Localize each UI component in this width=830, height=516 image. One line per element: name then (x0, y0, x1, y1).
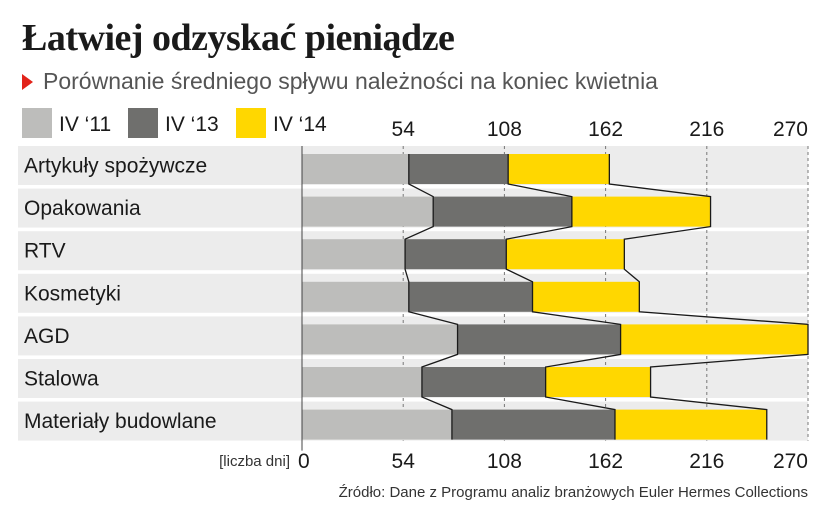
legend-label: IV ‘13 (165, 113, 219, 136)
bar-segment (506, 239, 625, 270)
legend-swatch (128, 108, 158, 138)
legend-label: IV ‘14 (273, 113, 327, 136)
tick-label-top: 216 (689, 118, 724, 141)
tick-label-bottom: 0 (298, 450, 310, 473)
triangle-marker-icon (22, 73, 33, 90)
category-label: Stalowa (24, 368, 99, 391)
source-note: Źródło: Dane z Programu analiz branżowyc… (338, 484, 808, 501)
bar-segment (508, 154, 610, 184)
legend-swatch (22, 108, 52, 138)
bar-segment (408, 154, 509, 184)
tick-label-top: 270 (773, 118, 808, 141)
bar-segment (571, 196, 711, 227)
series-connector (608, 154, 809, 440)
legend-label: IV ‘11 (59, 113, 111, 136)
category-label: Materiały budowlane (24, 410, 217, 433)
tick-label-bottom: 270 (773, 450, 808, 473)
tick-label-bottom: 54 (392, 450, 416, 473)
tick-label-bottom: 216 (689, 450, 724, 473)
bar-segment (421, 367, 546, 397)
bar-segment (457, 324, 621, 355)
tick-label-top: 108 (487, 118, 522, 141)
bar-segment (302, 196, 434, 227)
subtitle-text: Porównanie średniego spływu należności n… (43, 68, 658, 94)
bar-segment (302, 281, 409, 312)
bar-segment (405, 239, 507, 270)
tick-label-top: 162 (588, 118, 623, 141)
category-label: Artykuły spożywcze (24, 155, 207, 178)
bar-segment (451, 409, 615, 440)
bar-segment (614, 409, 767, 440)
bar-segment (302, 239, 406, 270)
bar-segment (302, 367, 422, 397)
series-connector (505, 154, 622, 440)
category-label: AGD (24, 325, 70, 348)
category-label: Kosmetyki (24, 282, 121, 305)
bar-segment (408, 281, 533, 312)
bar-segment (302, 324, 458, 355)
bar-segment (620, 324, 808, 355)
tick-label-bottom: 162 (588, 450, 623, 473)
category-label: Opakowania (24, 197, 141, 220)
bar-segment (532, 281, 640, 312)
bar-segment (302, 154, 409, 184)
bar-segment (433, 196, 572, 227)
legend-swatch (236, 108, 266, 138)
series-connector (404, 154, 459, 440)
chart-subtitle: Porównanie średniego spływu należności n… (22, 68, 658, 95)
unit-label: [liczba dni] (219, 453, 290, 470)
tick-label-top: 54 (392, 118, 416, 141)
tick-label-bottom: 108 (487, 450, 522, 473)
bar-segment (545, 367, 651, 397)
category-label: RTV (24, 240, 66, 263)
chart-title: Łatwiej odzyskać pieniądze (22, 17, 455, 59)
bar-segment (302, 409, 452, 440)
